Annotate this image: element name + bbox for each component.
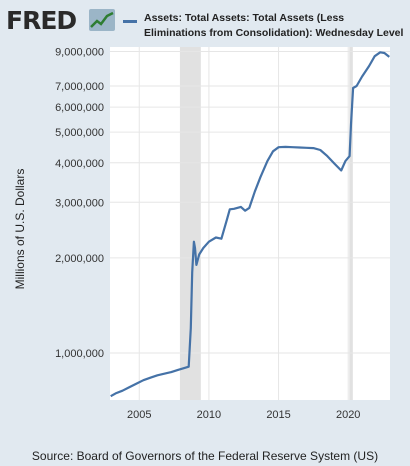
fred-logo[interactable]: FRED <box>6 6 77 35</box>
y-tick-label: 5,000,000 <box>55 127 104 139</box>
source-note: Source: Board of Governors of the Federa… <box>31 449 379 463</box>
y-tick-label: 2,000,000 <box>55 253 104 265</box>
x-tick-label: 2005 <box>127 409 151 421</box>
y-axis-ticks: 1,000,000 2,000,000 3,000,000 4,000,000 5,00… <box>55 46 104 360</box>
series-line <box>110 51 390 398</box>
y-tick-label: 3,000,000 <box>55 197 104 209</box>
plot-area <box>110 47 390 400</box>
gridlines <box>110 47 390 400</box>
y-tick-label: 4,000,000 <box>55 158 104 170</box>
y-tick-label: 9,000,000 <box>55 46 104 58</box>
recession-bar-1 <box>349 47 353 400</box>
x-tick-label: 2020 <box>336 409 360 421</box>
x-axis-ticks: 2005 2010 2015 2020 <box>127 409 360 421</box>
recession-bar-0 <box>179 47 201 400</box>
recession-shading <box>179 47 353 400</box>
y-axis-label: Millions of U.S. Dollars <box>13 168 27 290</box>
legend-swatch <box>123 20 137 23</box>
x-tick-label: 2010 <box>197 409 221 421</box>
x-tick-label: 2015 <box>266 409 290 421</box>
y-tick-label: 6,000,000 <box>55 102 104 114</box>
legend-series-title[interactable]: Assets: Total Assets: Total Assets (Less… <box>144 12 404 39</box>
y-tick-label: 7,000,000 <box>55 81 104 93</box>
line-graph-icon <box>89 9 115 31</box>
header: FRED Assets: Total Assets: Total Assets … <box>0 0 410 48</box>
y-tick-label: 1,000,000 <box>55 348 104 360</box>
